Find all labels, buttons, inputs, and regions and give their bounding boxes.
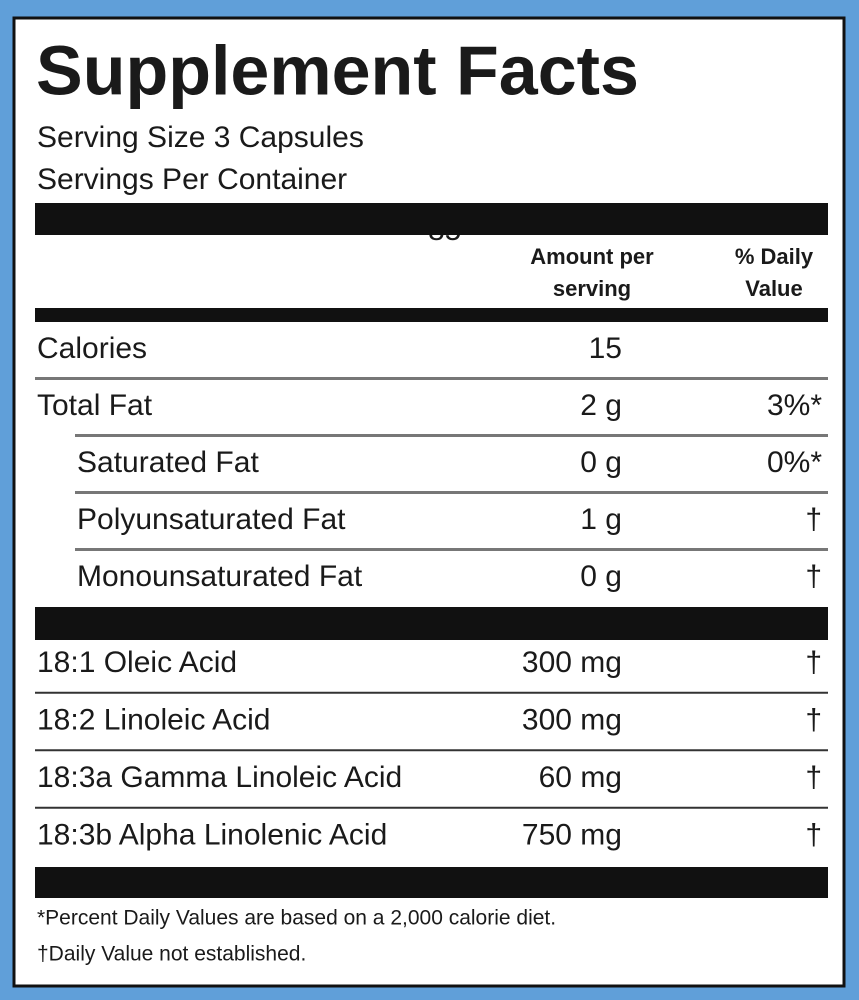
thick-bar [35,867,828,898]
amount: 300 mg [522,703,622,736]
amount: 0 g [580,446,622,479]
thick-bar [35,308,828,322]
nutrient-name: Saturated Fat [77,446,259,479]
nutrient-name: Polyunsaturated Fat [77,503,346,536]
nutrient-name: 18:2 Linoleic Acid [37,703,271,736]
nutrient-name: 18:3a Gamma Linoleic Acid [37,761,402,794]
title: Supplement Facts [36,31,639,109]
footnote: *Percent Daily Values are based on a 2,0… [37,907,556,930]
nutrient-name: Calories [37,332,147,365]
footnote: †Daily Value not established. [37,943,306,966]
amount: 0 g [580,560,622,593]
nutrient-name: Total Fat [37,389,153,422]
daily-value: † [805,761,822,794]
amount-header: Amount per [530,244,654,269]
daily-value: † [805,703,822,736]
amount: 300 mg [522,646,622,679]
amount: 60 mg [539,761,622,794]
nutrient-name: 18:1 Oleic Acid [37,646,237,679]
amount: 750 mg [522,818,622,851]
daily-value: † [805,560,822,593]
thick-bar [35,203,828,235]
label-box [12,16,846,988]
daily-header: % Daily [735,244,814,269]
daily-header: Value [745,276,802,301]
serving-size: Serving Size 3 Capsules [37,121,364,154]
daily-value: † [805,818,822,851]
nutrient-name: 18:3b Alpha Linolenic Acid [37,818,387,851]
servings-per-container: Servings Per Container [37,163,347,196]
nutrient-name: Monounsaturated Fat [77,560,363,593]
daily-value: 3%* [767,389,822,422]
amount-header: serving [553,276,631,301]
amount: 2 g [580,389,622,422]
amount: 15 [589,332,622,365]
daily-value: † [805,503,822,536]
thick-bar [35,607,828,640]
daily-value: 0%* [767,446,822,479]
amount: 1 g [580,503,622,536]
daily-value: † [805,646,822,679]
